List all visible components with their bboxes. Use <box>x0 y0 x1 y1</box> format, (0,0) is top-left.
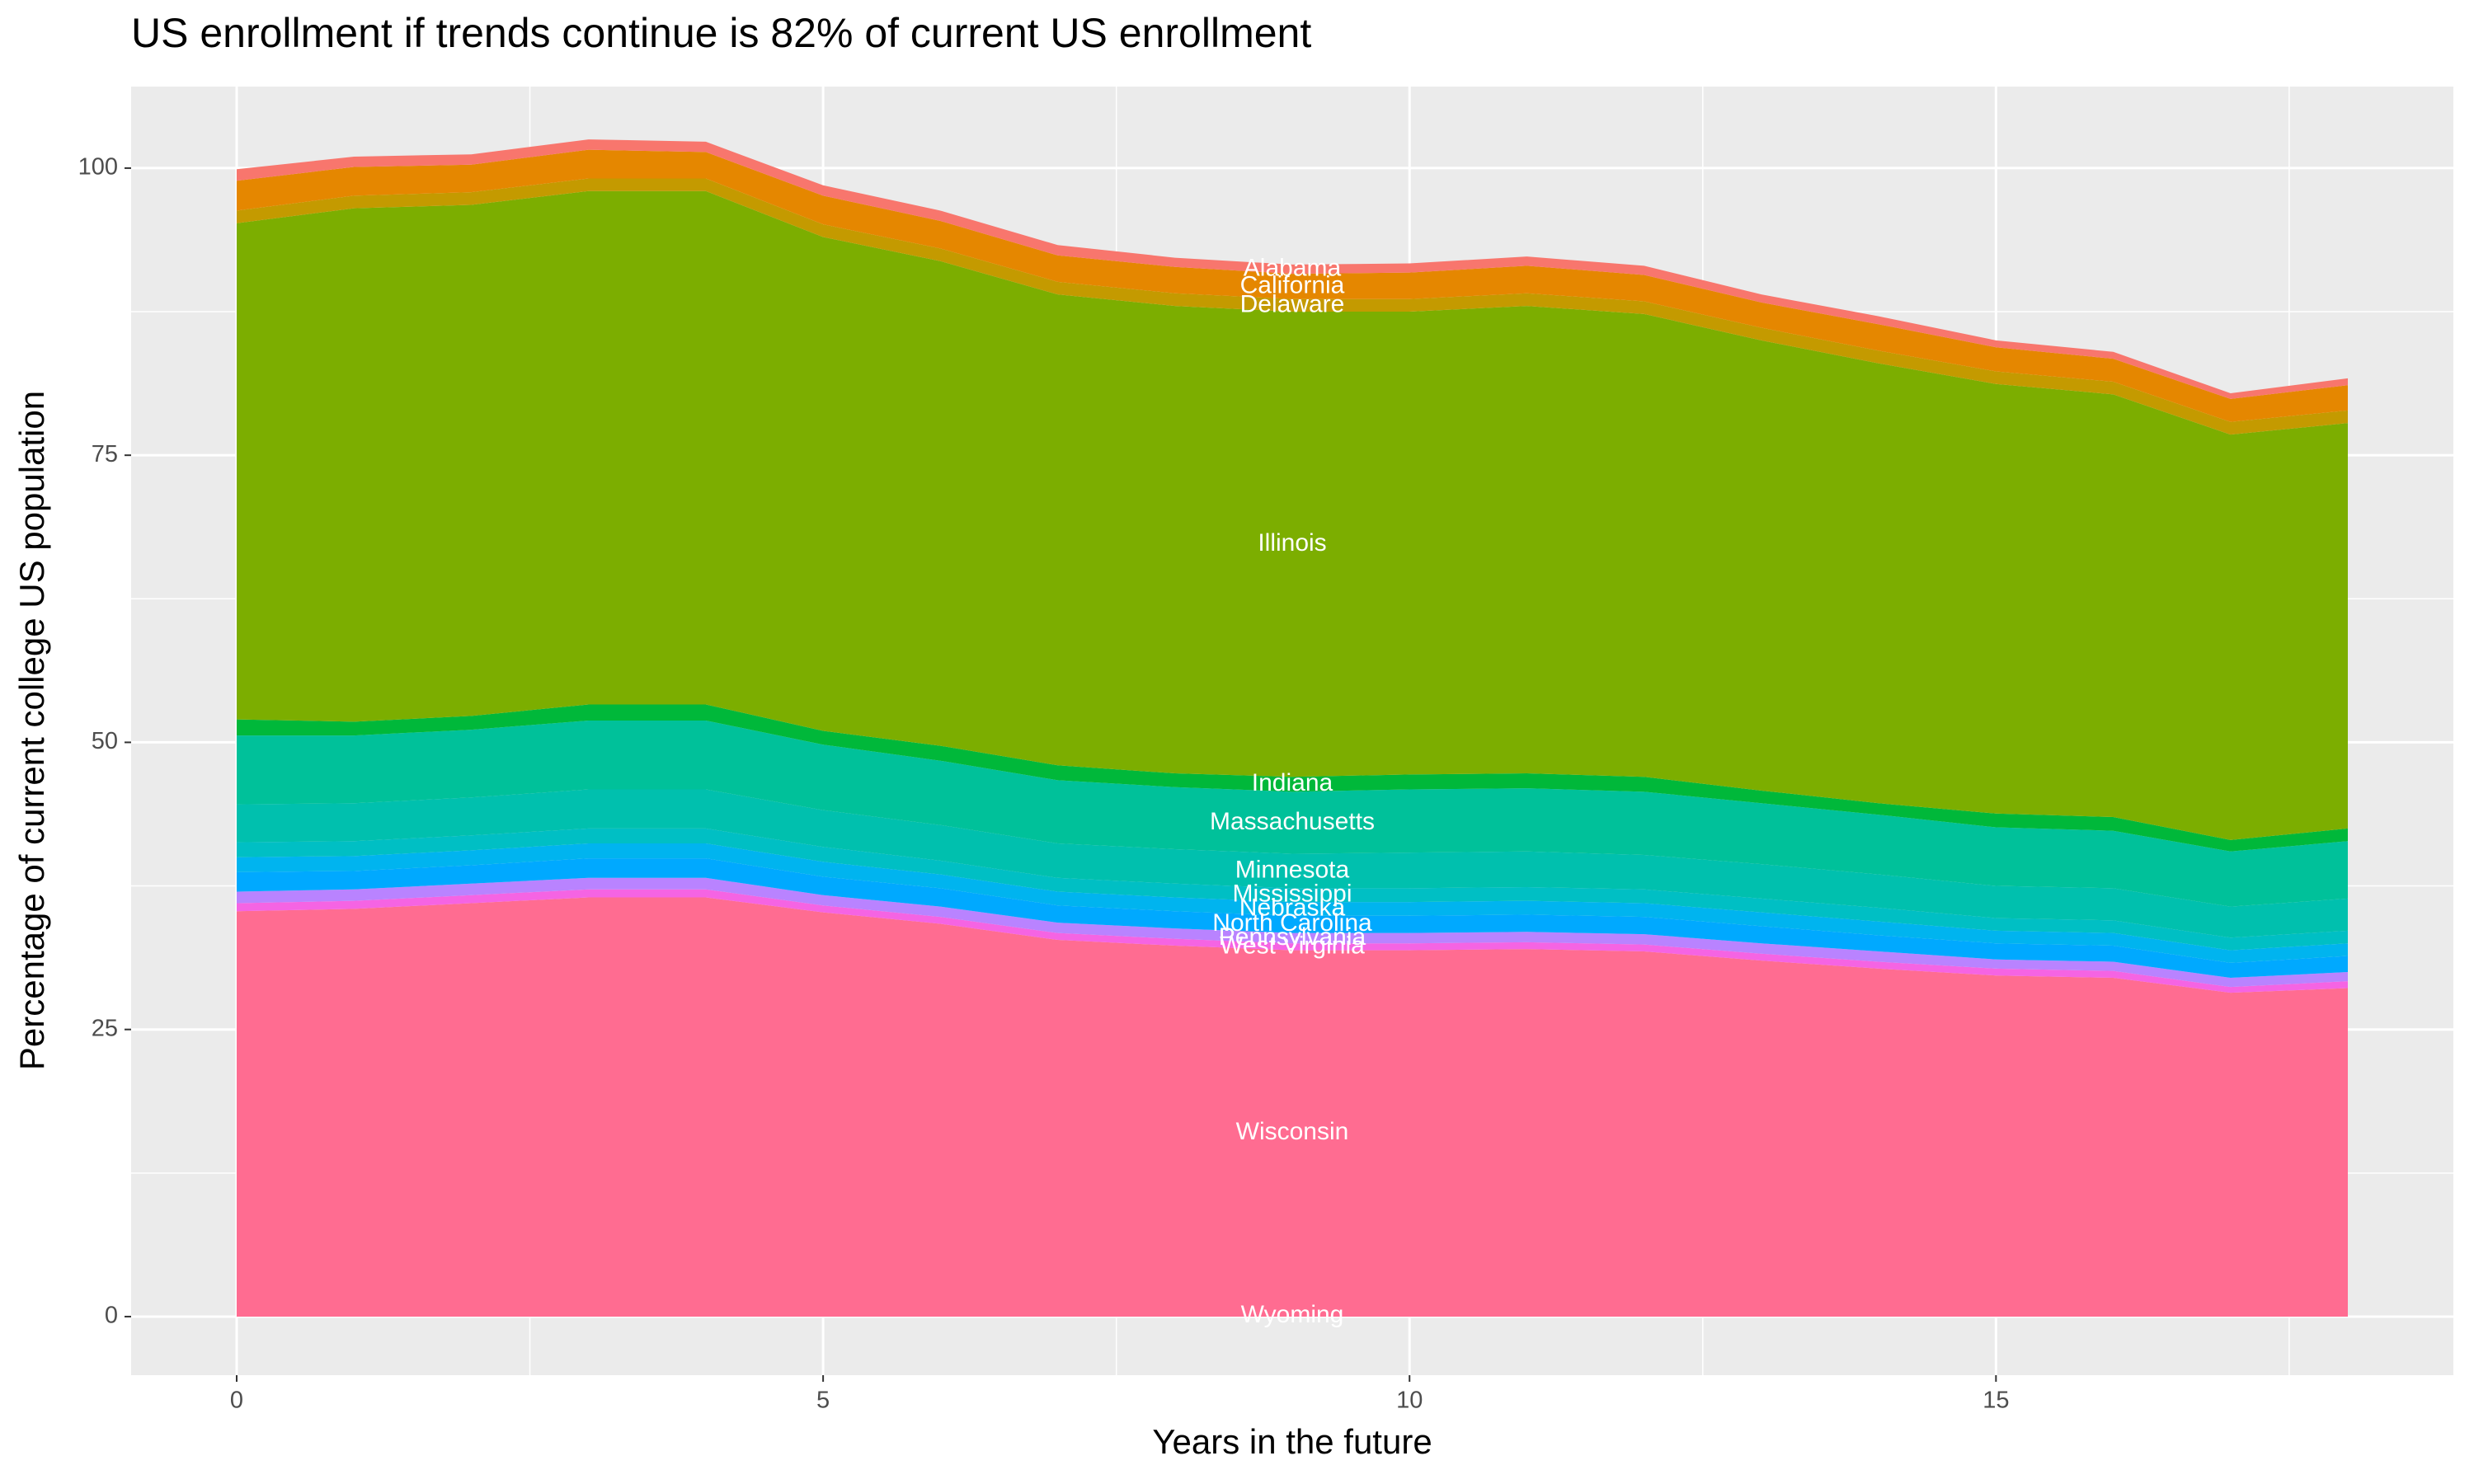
area <box>237 889 2348 993</box>
y-tick-label: 50 <box>92 728 118 754</box>
area-label: Alabama <box>1244 254 1342 281</box>
area <box>237 1315 2348 1317</box>
area-label: Minnesota <box>1235 856 1350 883</box>
area-label: Mississippi <box>1232 881 1352 908</box>
x-tick-label: 5 <box>816 1388 830 1414</box>
area <box>237 178 2348 435</box>
y-tick-label: 0 <box>105 1303 118 1329</box>
area <box>237 720 2348 907</box>
area-label: West Virginia <box>1220 932 1365 959</box>
x-axis-title: Years in the future <box>1152 1422 1432 1461</box>
y-tick-label: 100 <box>78 154 118 181</box>
area-label: Nebraska <box>1239 894 1346 921</box>
area-label: Delaware <box>1240 290 1345 317</box>
x-tick-label: 15 <box>1982 1388 2009 1414</box>
area <box>237 704 2348 852</box>
x-tick-label: 0 <box>230 1388 243 1414</box>
area <box>237 789 2348 938</box>
area-label: North Carolina <box>1212 909 1372 937</box>
y-axis-title: Percentage of current college US populat… <box>12 391 51 1070</box>
area <box>237 190 2348 840</box>
area <box>237 149 2348 422</box>
area <box>237 897 2348 1316</box>
chart-title: US enrollment if trends continue is 82% … <box>131 10 1311 56</box>
area-label: Illinois <box>1258 529 1326 556</box>
y-tick-label: 25 <box>92 1015 118 1041</box>
area <box>237 828 2348 951</box>
x-tick-label: 10 <box>1396 1388 1423 1414</box>
area-label: Indiana <box>1252 769 1333 796</box>
area <box>237 843 2348 963</box>
area <box>237 139 2348 399</box>
area-label: Wisconsin <box>1236 1118 1349 1145</box>
area-label: Massachusetts <box>1210 808 1375 835</box>
area-label: Wyoming <box>1241 1301 1344 1328</box>
y-tick-label: 75 <box>92 441 118 467</box>
area <box>237 858 2348 979</box>
area <box>237 877 2348 988</box>
area-label: Pennsylvania <box>1219 923 1366 951</box>
area-label: California <box>1240 271 1345 298</box>
